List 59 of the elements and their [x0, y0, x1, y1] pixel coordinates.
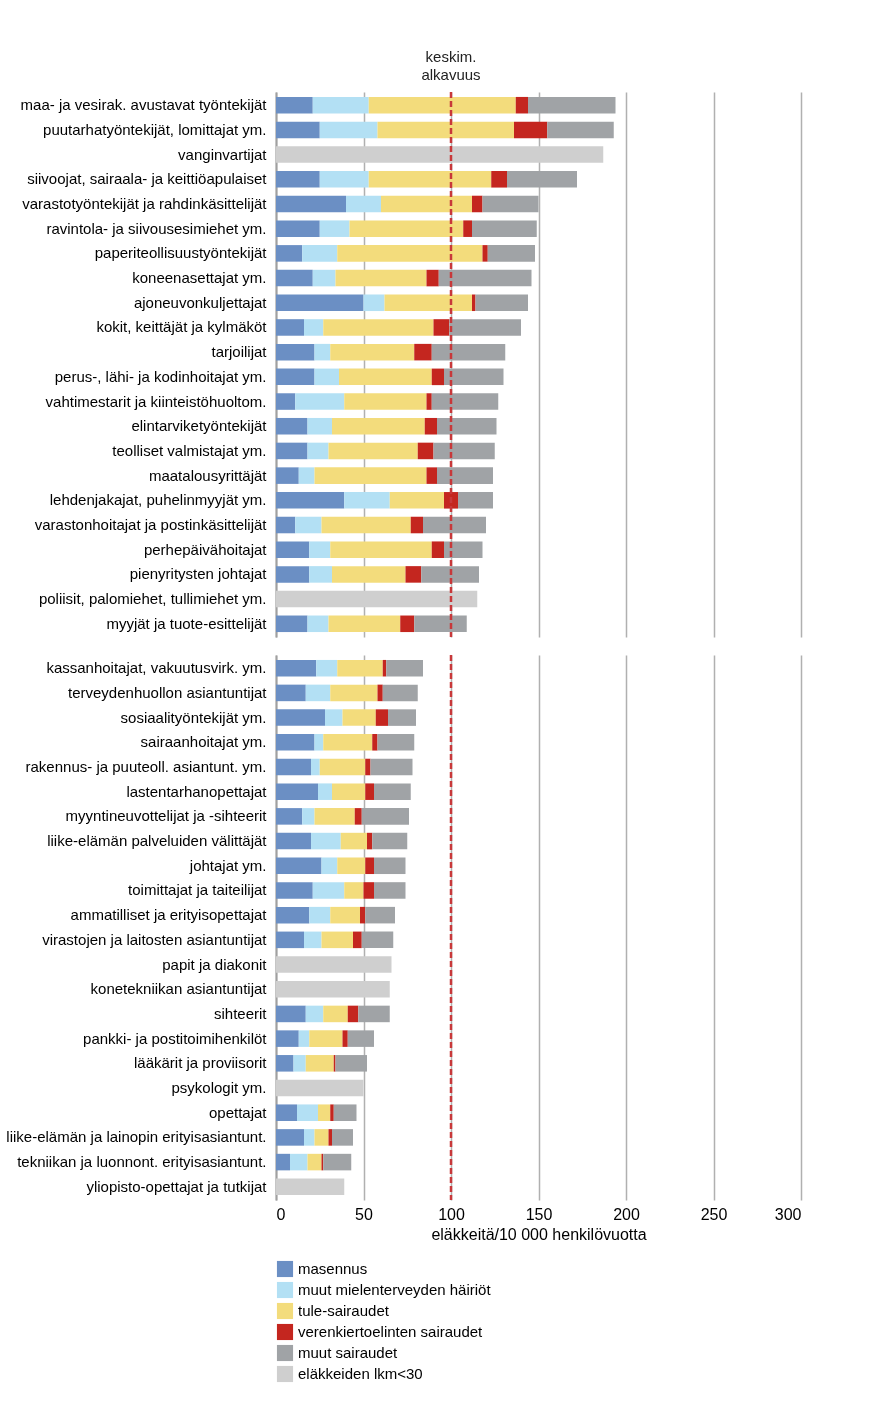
legend-label: muut sairaudet [298, 1344, 399, 1361]
x-tick-label: 300 [774, 1205, 802, 1223]
x-tick-label: 0 [276, 1205, 286, 1223]
y-tick-label: maa- ja vesirak. avustavat työntekijät [20, 96, 268, 114]
y-tick-label: paperiteollisuustyöntekijät [94, 244, 268, 262]
y-tick-label: virastojen ja laitosten asiantuntijat [42, 930, 268, 948]
y-tick-label: tekniikan ja luonnont. erityisasiantunt. [17, 1153, 267, 1171]
y-tick-label: varastotyöntekijät ja rahdinkäsittelijät [22, 194, 268, 212]
y-tick-label: myyjät ja tuote-esittelijät [106, 614, 268, 632]
x-tick-label: 250 [700, 1205, 728, 1223]
y-tick-label: poliisit, palomiehet, tullimiehet ym. [38, 590, 267, 608]
y-tick-label: toimittajat ja taiteilijat [128, 881, 268, 899]
x-tick-label: 50 [355, 1205, 373, 1223]
y-tick-label: kassanhoitajat, vakuutusvirk. ym. [46, 659, 267, 677]
y-tick-label: perus-, lähi- ja kodinhoitajat ym. [54, 367, 267, 385]
y-tick-label: ammatilliset ja erityisopettajat [70, 906, 268, 924]
y-tick-label: liike-elämän ja lainopin erityisasiantunt. [6, 1128, 267, 1146]
y-tick-label: siivoojat, sairaala- ja keittiöapulaiset [27, 170, 268, 188]
legend-label: verenkiertoelinten sairaudet [298, 1323, 484, 1340]
y-tick-label: lääkärit ja proviisorit [133, 1054, 268, 1072]
y-tick-label: liike-elämän palveluiden välittäjät [47, 832, 268, 850]
y-tick-label: ravintola- ja siivousesimiehet ym. [46, 219, 267, 237]
y-tick-label: konetekniikan asiantuntijat [90, 980, 268, 998]
y-tick-label: lastentarhanopettajat [126, 782, 268, 800]
legend-label: muut mielenterveyden häiriöt [298, 1281, 492, 1298]
legend-label: tule-sairaudet [298, 1302, 390, 1319]
y-tick-label: maatalousyrittäjät [148, 466, 268, 484]
y-tick-label: sairaanhoitajat ym. [140, 733, 267, 751]
y-tick-label: teolliset valmistajat ym. [112, 441, 267, 459]
y-tick-label: vanginvartijat [178, 145, 268, 163]
y-tick-label: johtajat ym. [188, 856, 267, 874]
y-tick-label: perhepäivähoitajat [143, 540, 268, 558]
y-tick-label: puutarhatyöntekijät, lomittajat ym. [43, 120, 267, 138]
y-tick-label: psykologit ym. [171, 1079, 267, 1097]
y-tick-label: sihteerit [213, 1004, 268, 1022]
y-tick-label: vahtimestarit ja kiinteistöhuoltom. [45, 392, 267, 410]
x-tick-label: 200 [613, 1205, 640, 1223]
y-tick-label: pankki- ja postitoimihenkilöt [83, 1029, 268, 1047]
y-tick-label: sosiaalityöntekijät ym. [120, 708, 267, 726]
y-tick-label: elintarviketyöntekijät [131, 417, 268, 435]
x-axis-title: eläkkeitä/10 000 henkilövuotta [431, 1225, 647, 1243]
legend-label: masennus [298, 1260, 368, 1277]
y-tick-label: ajoneuvonkuljettajat [133, 293, 268, 311]
x-tick-label: 150 [525, 1205, 553, 1223]
y-tick-label: papit ja diakonit [162, 955, 268, 973]
y-tick-label: yliopisto-opettajat ja tutkijat [86, 1177, 268, 1195]
y-tick-label: pienyritysten johtajat [129, 565, 268, 583]
y-tick-label: lehdenjakajat, puhelinmyyjät ym. [49, 491, 267, 509]
y-tick-label: opettajat [208, 1103, 268, 1121]
y-tick-label: myyntineuvottelijat ja -sihteerit [65, 807, 268, 825]
ref-line-label: keskim. alkavuus [421, 48, 481, 83]
y-tick-label: rakennus- ja puuteoll. asiantunt. ym. [25, 757, 267, 775]
x-tick-label: 100 [438, 1205, 465, 1223]
y-tick-label: koneenasettajat ym. [132, 269, 267, 287]
y-tick-label: kokit, keittäjät ja kylmäköt [96, 318, 268, 336]
legend-label: eläkkeiden lkm<30 [298, 1365, 423, 1382]
y-tick-label: tarjoilijat [211, 343, 268, 361]
y-tick-label: varastonhoitajat ja postinkäsittelijät [34, 516, 268, 534]
y-tick-label: terveydenhuollon asiantuntijat [68, 683, 268, 701]
